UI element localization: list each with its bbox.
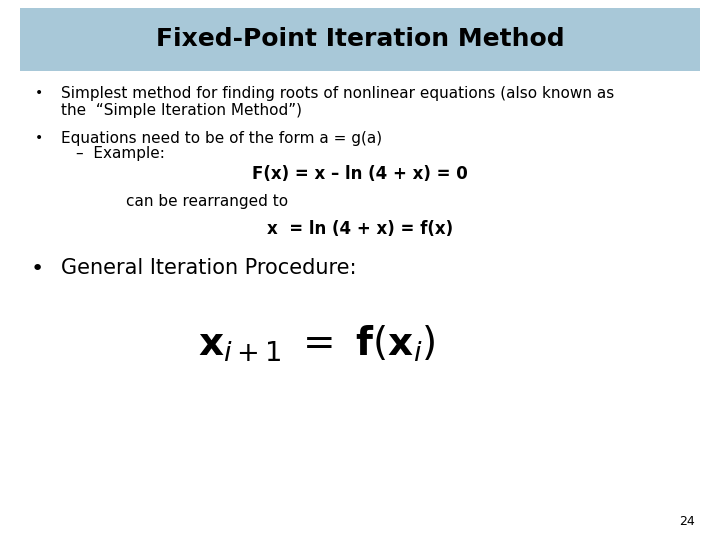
Text: –  Example:: – Example: (76, 146, 164, 161)
FancyBboxPatch shape (20, 8, 700, 71)
Text: •: • (30, 259, 43, 279)
Text: x  = ln (4 + x) = f(x): x = ln (4 + x) = f(x) (267, 220, 453, 238)
Text: 24: 24 (679, 515, 695, 528)
Text: can be rearranged to: can be rearranged to (126, 194, 288, 210)
Text: •: • (35, 131, 42, 145)
Text: Equations need to be of the form a = g(a): Equations need to be of the form a = g(a… (61, 131, 382, 146)
Text: F(x) = x – ln (4 + x) = 0: F(x) = x – ln (4 + x) = 0 (252, 165, 468, 183)
Text: Fixed-Point Iteration Method: Fixed-Point Iteration Method (156, 28, 564, 51)
Text: •: • (35, 86, 42, 100)
Text: the  “Simple Iteration Method”): the “Simple Iteration Method”) (61, 103, 302, 118)
Text: General Iteration Procedure:: General Iteration Procedure: (61, 258, 356, 278)
Text: Simplest method for finding roots of nonlinear equations (also known as: Simplest method for finding roots of non… (61, 86, 614, 102)
Text: $\mathdefault{x}_{i+1}\ =\ \mathdefault{f}(\mathdefault{x}_i)$: $\mathdefault{x}_{i+1}\ =\ \mathdefault{… (198, 324, 436, 365)
